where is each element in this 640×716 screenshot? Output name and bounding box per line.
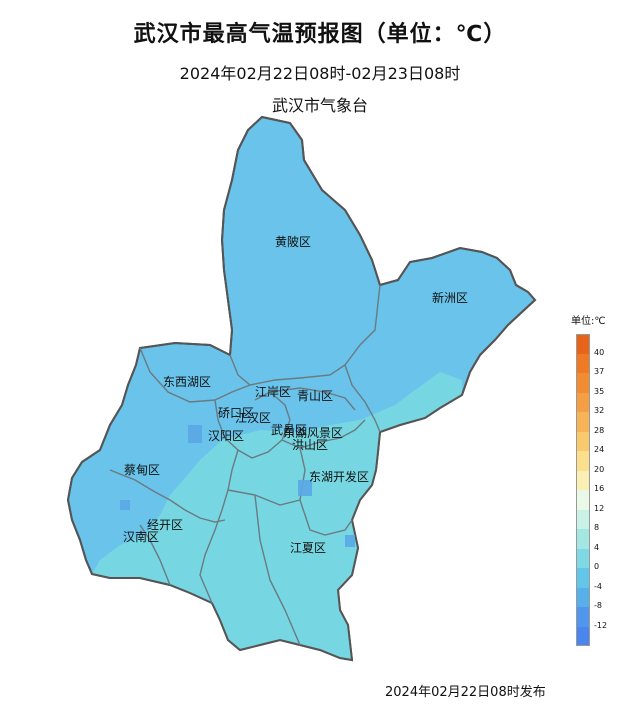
legend-tick-label: 40 bbox=[594, 347, 605, 357]
legend-color-cell bbox=[576, 334, 590, 354]
district-label: 硚口区 bbox=[218, 406, 254, 420]
district-label: 汉南区 bbox=[123, 529, 159, 544]
legend-tick-label: 12 bbox=[594, 503, 605, 513]
legend-tick-label: 28 bbox=[594, 425, 605, 435]
district-label: 武昌区 bbox=[271, 423, 307, 437]
district-label: 青山区 bbox=[297, 389, 333, 403]
legend-tick-label: 0 bbox=[594, 562, 600, 571]
legend-color-cell bbox=[576, 470, 590, 490]
legend-tick-label: 37 bbox=[594, 367, 605, 376]
legend-color-cell bbox=[576, 490, 590, 510]
district-label: 江岸区 bbox=[255, 385, 291, 399]
legend-tick-label: 35 bbox=[594, 386, 605, 396]
legend-tick-label: -8 bbox=[594, 601, 602, 610]
district-label: 黄陂区 bbox=[275, 234, 311, 249]
district-label: 东湖开发区 bbox=[309, 469, 369, 484]
district-label: 江汉区 bbox=[235, 411, 271, 425]
legend-color-cell bbox=[576, 607, 590, 627]
district-labels: 黄陂区 新洲区 东西湖区 江岸区 青山区 硚口区 江汉区 汉阳区 武昌区 东湖风… bbox=[123, 234, 468, 555]
district-label: 江夏区 bbox=[290, 541, 326, 555]
district-label: 洪山区 bbox=[292, 438, 328, 452]
legend-tick-label: 8 bbox=[594, 523, 600, 532]
district-label: 经开区 bbox=[147, 518, 183, 532]
legend-color-cell bbox=[576, 412, 590, 432]
district-label: 新洲区 bbox=[432, 290, 468, 305]
legend-tick-label: -4 bbox=[594, 581, 602, 591]
warm-zone bbox=[92, 372, 462, 660]
legend-color-cell bbox=[576, 353, 590, 373]
lake-spots bbox=[120, 425, 355, 547]
legend-tick-label: 20 bbox=[594, 464, 605, 474]
legend-title: 单位:℃ bbox=[571, 316, 606, 327]
legend-tick-label: 24 bbox=[594, 445, 605, 454]
legend-tick-label: 4 bbox=[594, 542, 600, 552]
legend-color-cell bbox=[576, 568, 590, 588]
legend-color-cell bbox=[576, 587, 590, 607]
map-title: 武汉市最高气温预报图（单位：℃） bbox=[133, 22, 507, 47]
district-label: 东湖风景区 bbox=[283, 425, 343, 440]
district-boundaries bbox=[109, 284, 381, 646]
legend-tick-label: 16 bbox=[594, 484, 605, 493]
district-label: 东西湖区 bbox=[163, 374, 211, 389]
legend-color-cell bbox=[576, 509, 590, 529]
legend-tick-label: -12 bbox=[594, 620, 608, 630]
legend-tick-label: 32 bbox=[594, 406, 605, 415]
legend-color-cell bbox=[576, 392, 590, 412]
legend-color-cell bbox=[576, 431, 590, 451]
district-label: 汉阳区 bbox=[208, 429, 244, 443]
legend-color-cell bbox=[576, 373, 590, 393]
issue-time: 2024年02月22日08时发布 bbox=[385, 685, 546, 700]
legend-color-cell bbox=[576, 548, 590, 568]
legend-color-cell bbox=[576, 451, 590, 471]
legend-color-cell bbox=[576, 626, 590, 646]
temperature-legend bbox=[576, 334, 590, 646]
forecast-period: 2024年02月22日08时-02月23日08时 bbox=[179, 64, 461, 83]
issuing-agency: 武汉市气象台 bbox=[271, 96, 368, 115]
legend-color-cell bbox=[576, 529, 590, 549]
district-label: 蔡甸区 bbox=[124, 463, 160, 477]
